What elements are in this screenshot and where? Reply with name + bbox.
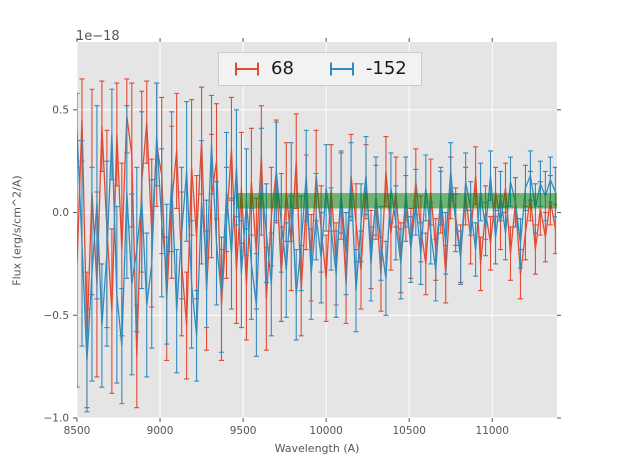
legend: 68 -152 <box>218 52 422 86</box>
legend-entry-68: 68 <box>233 60 294 78</box>
y-axis-label: Flux (erg/s/cm^2/A) <box>10 175 24 286</box>
xtick-label: 9500 <box>230 425 257 437</box>
ytick-label: −1.0 <box>44 413 70 425</box>
ytick-label: 0.5 <box>52 104 69 116</box>
data-layer <box>77 78 557 413</box>
xtick-label: 9000 <box>147 425 174 437</box>
errorbar-glyph-red-icon <box>235 62 259 76</box>
ytick-label: −0.5 <box>44 310 70 322</box>
ytick-label: 0.0 <box>52 207 69 219</box>
xtick-label: 8500 <box>64 425 91 437</box>
x-axis-label: Wavelength (A) <box>274 442 360 455</box>
legend-label-68: 68 <box>271 58 294 79</box>
green-reference-band <box>236 193 557 209</box>
legend-entry-minus152: -152 <box>328 60 407 78</box>
xtick-label: 10000 <box>309 425 342 437</box>
line-series-1 <box>77 130 556 361</box>
xtick-label: 11000 <box>476 425 509 437</box>
plot-background <box>77 42 557 418</box>
xtick-label: 10500 <box>392 425 425 437</box>
errorbar-glyph-blue-icon <box>329 62 354 76</box>
legend-label-minus152: -152 <box>365 58 407 79</box>
y-axis-offset-text: 1e−18 <box>76 29 120 44</box>
